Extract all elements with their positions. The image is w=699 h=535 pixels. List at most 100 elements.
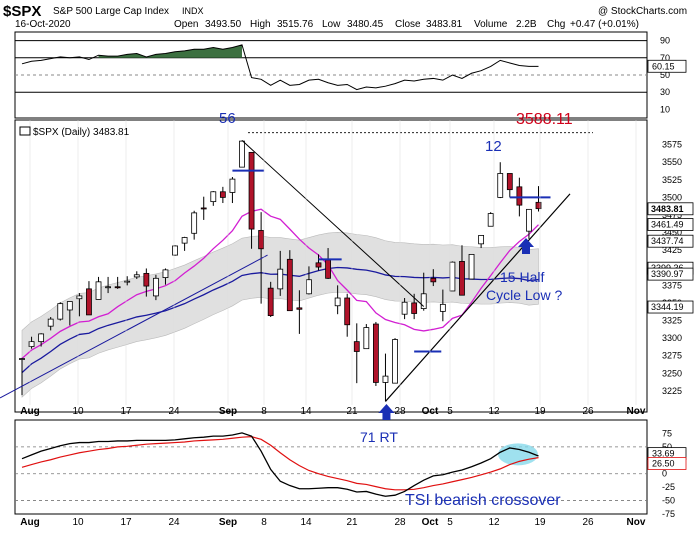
price-tag-box — [647, 267, 694, 281]
chg-value: +0.47 (+0.01%) — [570, 19, 639, 30]
candle-body — [38, 333, 45, 343]
tsi-x-label: Aug — [20, 517, 39, 528]
candle-body — [392, 339, 398, 384]
date-label: 16-Oct-2020 — [15, 19, 71, 30]
low-value: 3480.45 — [347, 19, 384, 30]
rsi-tick-label: 70 — [660, 53, 670, 63]
tsi-value-tag: 33.69 — [652, 449, 675, 459]
rsi-overbought-fill — [98, 44, 242, 58]
candle-body — [210, 191, 217, 203]
candle-body — [535, 201, 542, 210]
price-x-label: 8 — [261, 406, 267, 417]
low-label: 71 RT — [360, 429, 398, 445]
symbol-title: $SPX — [3, 3, 41, 20]
tsi-x-label: Oct — [422, 517, 439, 528]
candle-body — [86, 288, 92, 316]
price-tick-label: 3525 — [662, 175, 682, 185]
tsi-x-label: 19 — [534, 517, 546, 528]
candle-body — [239, 140, 245, 168]
price-legend: $SPX (Daily) 3483.81 — [19, 126, 130, 138]
price-tick-label: 3375 — [662, 280, 682, 290]
candle-body — [497, 173, 504, 198]
price-tag-box — [647, 202, 694, 216]
candle-body — [430, 277, 437, 283]
tsi-x-label: 8 — [261, 517, 267, 528]
tsi-x-label: 5 — [447, 517, 453, 528]
price-tag-box — [647, 218, 694, 231]
price-tick-label: 3325 — [662, 316, 682, 326]
candle-body — [19, 358, 25, 360]
price-x-label: 14 — [300, 406, 312, 417]
open-value: 3493.50 — [205, 19, 242, 30]
price-layer: 3225325032753300332533503375340034253450… — [0, 120, 694, 420]
half-cycle-arrow-icon — [518, 238, 534, 254]
candle-body — [258, 230, 265, 250]
candle-body — [143, 272, 150, 287]
rsi-tick-label: 50 — [660, 70, 670, 80]
price-x-label: 12 — [488, 406, 500, 417]
price-tick-label: 3500 — [662, 192, 682, 202]
price-tag-box — [647, 300, 694, 314]
cycle-high-label: 12 — [485, 138, 502, 155]
price-x-label: Nov — [627, 406, 646, 417]
price-tick-label: 3275 — [662, 351, 682, 361]
price-tag-box — [647, 234, 694, 248]
candle-body — [296, 307, 303, 310]
candle-body — [315, 262, 322, 268]
candle-body — [459, 261, 465, 296]
candle-body — [133, 274, 140, 278]
candle-body — [516, 186, 523, 206]
tsi-panel — [14, 419, 648, 515]
candle-body — [401, 301, 408, 315]
rsi-panel — [14, 31, 648, 119]
tsi-tick-label: -75 — [662, 509, 675, 519]
tsi-layer: 7550250-25-50-7533.6926.50Aug101724Sep81… — [15, 428, 687, 528]
candle-body — [57, 303, 64, 320]
tsi-tick-label: -50 — [662, 496, 675, 506]
candle-body — [229, 178, 236, 193]
rsi-tick-label: 90 — [660, 36, 670, 46]
candle-body — [506, 173, 513, 191]
candle-body — [286, 258, 293, 312]
price-legend-text: $SPX (Daily) 3483.81 — [33, 127, 130, 138]
candle-body — [47, 318, 54, 327]
candle-body — [105, 286, 111, 289]
rsi-value-tag-box — [647, 59, 687, 73]
price-tick-label: 3550 — [662, 157, 682, 167]
candle-body — [325, 259, 331, 279]
rsi-value-tag: 60.15 — [652, 61, 675, 71]
candle-body — [334, 297, 341, 307]
candle-body — [468, 253, 475, 280]
high-label: High — [250, 19, 271, 30]
price-x-label: 19 — [534, 406, 546, 417]
tsi-x-label: 12 — [488, 517, 500, 528]
rsi-tick-label: 10 — [660, 104, 670, 114]
candle-body — [76, 295, 83, 300]
tsi-tick-label: 50 — [662, 442, 672, 452]
target-value-label: 3588.11 — [516, 111, 573, 128]
tsi-x-label: 24 — [168, 517, 180, 528]
candle-body — [219, 191, 226, 198]
price-tag: 3483.81 — [651, 204, 684, 214]
candle-body — [114, 286, 121, 289]
candle-body — [124, 280, 131, 283]
price-x-label: 28 — [394, 406, 406, 417]
candle-body — [487, 213, 494, 227]
price-x-label: 17 — [120, 406, 132, 417]
price-tick-label: 3225 — [662, 386, 682, 396]
candle-body — [153, 277, 159, 297]
close-label: Close — [395, 19, 421, 30]
candle-body — [306, 279, 312, 295]
price-tick-label: 3300 — [662, 333, 682, 343]
index-name: S&P 500 Large Cap Index — [53, 6, 169, 17]
candle-body — [382, 375, 389, 383]
tsi-x-label: 17 — [120, 517, 132, 528]
candle-body — [277, 268, 284, 290]
price-x-label: 26 — [582, 406, 594, 417]
price-tag: 3344.19 — [651, 302, 684, 312]
tsi-tick-label: 0 — [662, 469, 667, 479]
ma-short-line — [21, 208, 539, 360]
candle-body — [95, 281, 102, 300]
